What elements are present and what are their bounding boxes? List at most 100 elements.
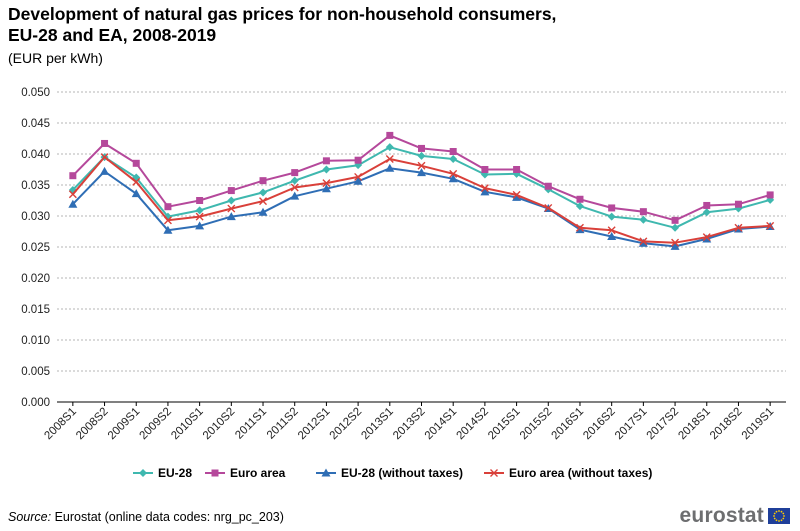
data-point-eu-28-without-taxes: [195, 221, 205, 230]
data-point-eu-28-without-taxes: [417, 168, 426, 177]
data-point-euro-area: [69, 172, 77, 180]
data-point-eu-28: [702, 208, 711, 217]
data-point-eu-28: [575, 202, 584, 211]
legend-label: EU-28: [158, 466, 192, 480]
x-tick-label: 2017S2: [645, 406, 682, 443]
data-point-eu-28-without-taxes: [131, 189, 141, 198]
data-point-euro-area: [132, 159, 140, 167]
x-tick-label: 2015S1: [486, 406, 523, 443]
data-point-eu-28-without-taxes: [321, 184, 331, 193]
legend-item-eu-28: EU-28: [133, 466, 192, 480]
source-note: Source: Eurostat (online data codes: nrg…: [8, 510, 284, 524]
data-point-eu-28-without-taxes: [258, 207, 268, 216]
x-tick-label: 2019S1: [740, 406, 777, 443]
legend-label: EU-28 (without taxes): [341, 466, 463, 480]
data-point-eu-28-without-taxes: [575, 225, 585, 234]
x-tick-label: 2016S2: [581, 406, 618, 443]
data-point-euro-area: [671, 216, 679, 224]
x-tick-label: 2018S2: [708, 406, 745, 443]
x-tick-label: 2014S1: [423, 406, 460, 443]
data-point-euro-area: [766, 191, 774, 199]
data-point-eu-28-without-taxes: [702, 234, 712, 243]
data-point-euro-area-without-taxes: [354, 172, 363, 181]
data-point-euro-area: [544, 182, 552, 190]
legend-label: Euro area (without taxes): [509, 466, 652, 480]
series-euro-area: [69, 131, 774, 224]
data-point-eu-28: [417, 151, 426, 160]
data-point-euro-area-without-taxes: [259, 197, 268, 206]
data-point-euro-area: [101, 139, 109, 147]
chart-title: Development of natural gas prices for no…: [8, 4, 788, 46]
series-line-eu-28-without-taxes: [72, 167, 771, 248]
data-point-euro-area: [354, 156, 362, 164]
legend-swatch-marker: [139, 469, 147, 477]
data-point-eu-28-without-taxes: [480, 187, 490, 196]
y-tick-label: 0.010: [21, 335, 50, 347]
data-point-euro-area-without-taxes: [322, 179, 331, 188]
legend-item-euro-area-without-taxes: Euro area (without taxes): [484, 466, 652, 480]
x-tick-label: 2013S1: [359, 406, 396, 443]
data-point-eu-28-without-taxes: [100, 166, 110, 175]
data-point-eu-28-without-taxes: [226, 212, 236, 221]
data-point-eu-28-without-taxes: [638, 238, 648, 247]
data-point-euro-area-without-taxes: [480, 184, 489, 193]
data-point-euro-area-without-taxes: [734, 223, 743, 232]
data-point-euro-area-without-taxes: [290, 183, 299, 192]
x-tick-label: 2011S2: [265, 406, 301, 442]
line-chart: 0.000 0.005 0.010 0.015 0.020 0.025 0.030 0.035…: [21, 87, 786, 480]
data-point-eu-28-without-taxes: [512, 192, 522, 201]
x-tick-label: 2010S2: [201, 406, 238, 443]
data-point-euro-area: [291, 169, 299, 177]
data-point-eu-28: [607, 212, 616, 221]
series-eu-28-without-taxes: [68, 163, 775, 250]
data-point-euro-area-without-taxes: [132, 177, 141, 186]
data-point-euro-area: [608, 204, 616, 212]
source-label: Source:: [8, 510, 52, 524]
data-point-eu-28: [227, 196, 236, 205]
series-euro-area-without-taxes: [68, 153, 775, 247]
data-point-euro-area-without-taxes: [671, 238, 680, 247]
y-tick-label: 0.035: [21, 180, 50, 192]
data-point-eu-28-without-taxes: [448, 174, 458, 183]
data-point-eu-28-without-taxes: [670, 241, 680, 250]
data-point-eu-28: [322, 165, 331, 174]
y-tick-label: 0.015: [21, 304, 50, 316]
x-tick-label: 2015S2: [518, 406, 555, 443]
data-point-euro-area: [449, 148, 457, 156]
data-point-euro-area-without-taxes: [575, 223, 584, 232]
data-point-euro-area: [418, 144, 425, 152]
data-point-eu-28: [449, 154, 458, 163]
eurostat-logo-text: eurostat: [679, 504, 764, 527]
data-point-euro-area-without-taxes: [417, 161, 426, 170]
data-point-eu-28-without-taxes: [163, 225, 173, 234]
x-tick-label: 2009S1: [106, 406, 143, 443]
data-point-eu-28: [290, 176, 299, 185]
legend-item-eu-28-without-taxes: EU-28 (without taxes): [316, 466, 463, 480]
chart-title-line2: EU-28 and EA, 2008-2019: [8, 25, 217, 45]
y-tick-label: 0.005: [21, 366, 50, 378]
legend-swatch-marker: [321, 468, 331, 477]
data-point-euro-area-without-taxes: [68, 190, 77, 199]
data-point-eu-28: [259, 188, 268, 197]
chart-title-line1: Development of natural gas prices for no…: [8, 4, 557, 24]
data-point-euro-area: [513, 166, 521, 173]
data-point-euro-area: [386, 131, 394, 139]
data-point-euro-area-without-taxes: [100, 153, 109, 162]
data-point-euro-area-without-taxes: [639, 237, 648, 246]
source-text: Eurostat (online data codes: nrg_pc_203): [54, 510, 284, 524]
y-tick-label: 0.025: [21, 242, 50, 254]
data-point-euro-area: [576, 195, 584, 203]
data-point-eu-28-without-taxes: [607, 231, 617, 240]
y-tick-label: 0.045: [21, 118, 50, 130]
x-tick-label: 2014S2: [454, 406, 491, 443]
data-point-euro-area: [703, 201, 711, 209]
data-point-euro-area-without-taxes: [544, 203, 553, 212]
data-point-euro-area: [164, 203, 172, 211]
y-tick-label: 0.040: [21, 149, 50, 161]
x-tick-label: 2012S2: [328, 406, 365, 443]
legend-swatch-marker: [490, 469, 498, 477]
x-tick-label: 2008S1: [42, 406, 79, 443]
x-tick-label: 2011S1: [233, 406, 269, 442]
data-point-euro-area-without-taxes: [163, 216, 172, 225]
x-tick-label: 2009S2: [138, 406, 175, 443]
